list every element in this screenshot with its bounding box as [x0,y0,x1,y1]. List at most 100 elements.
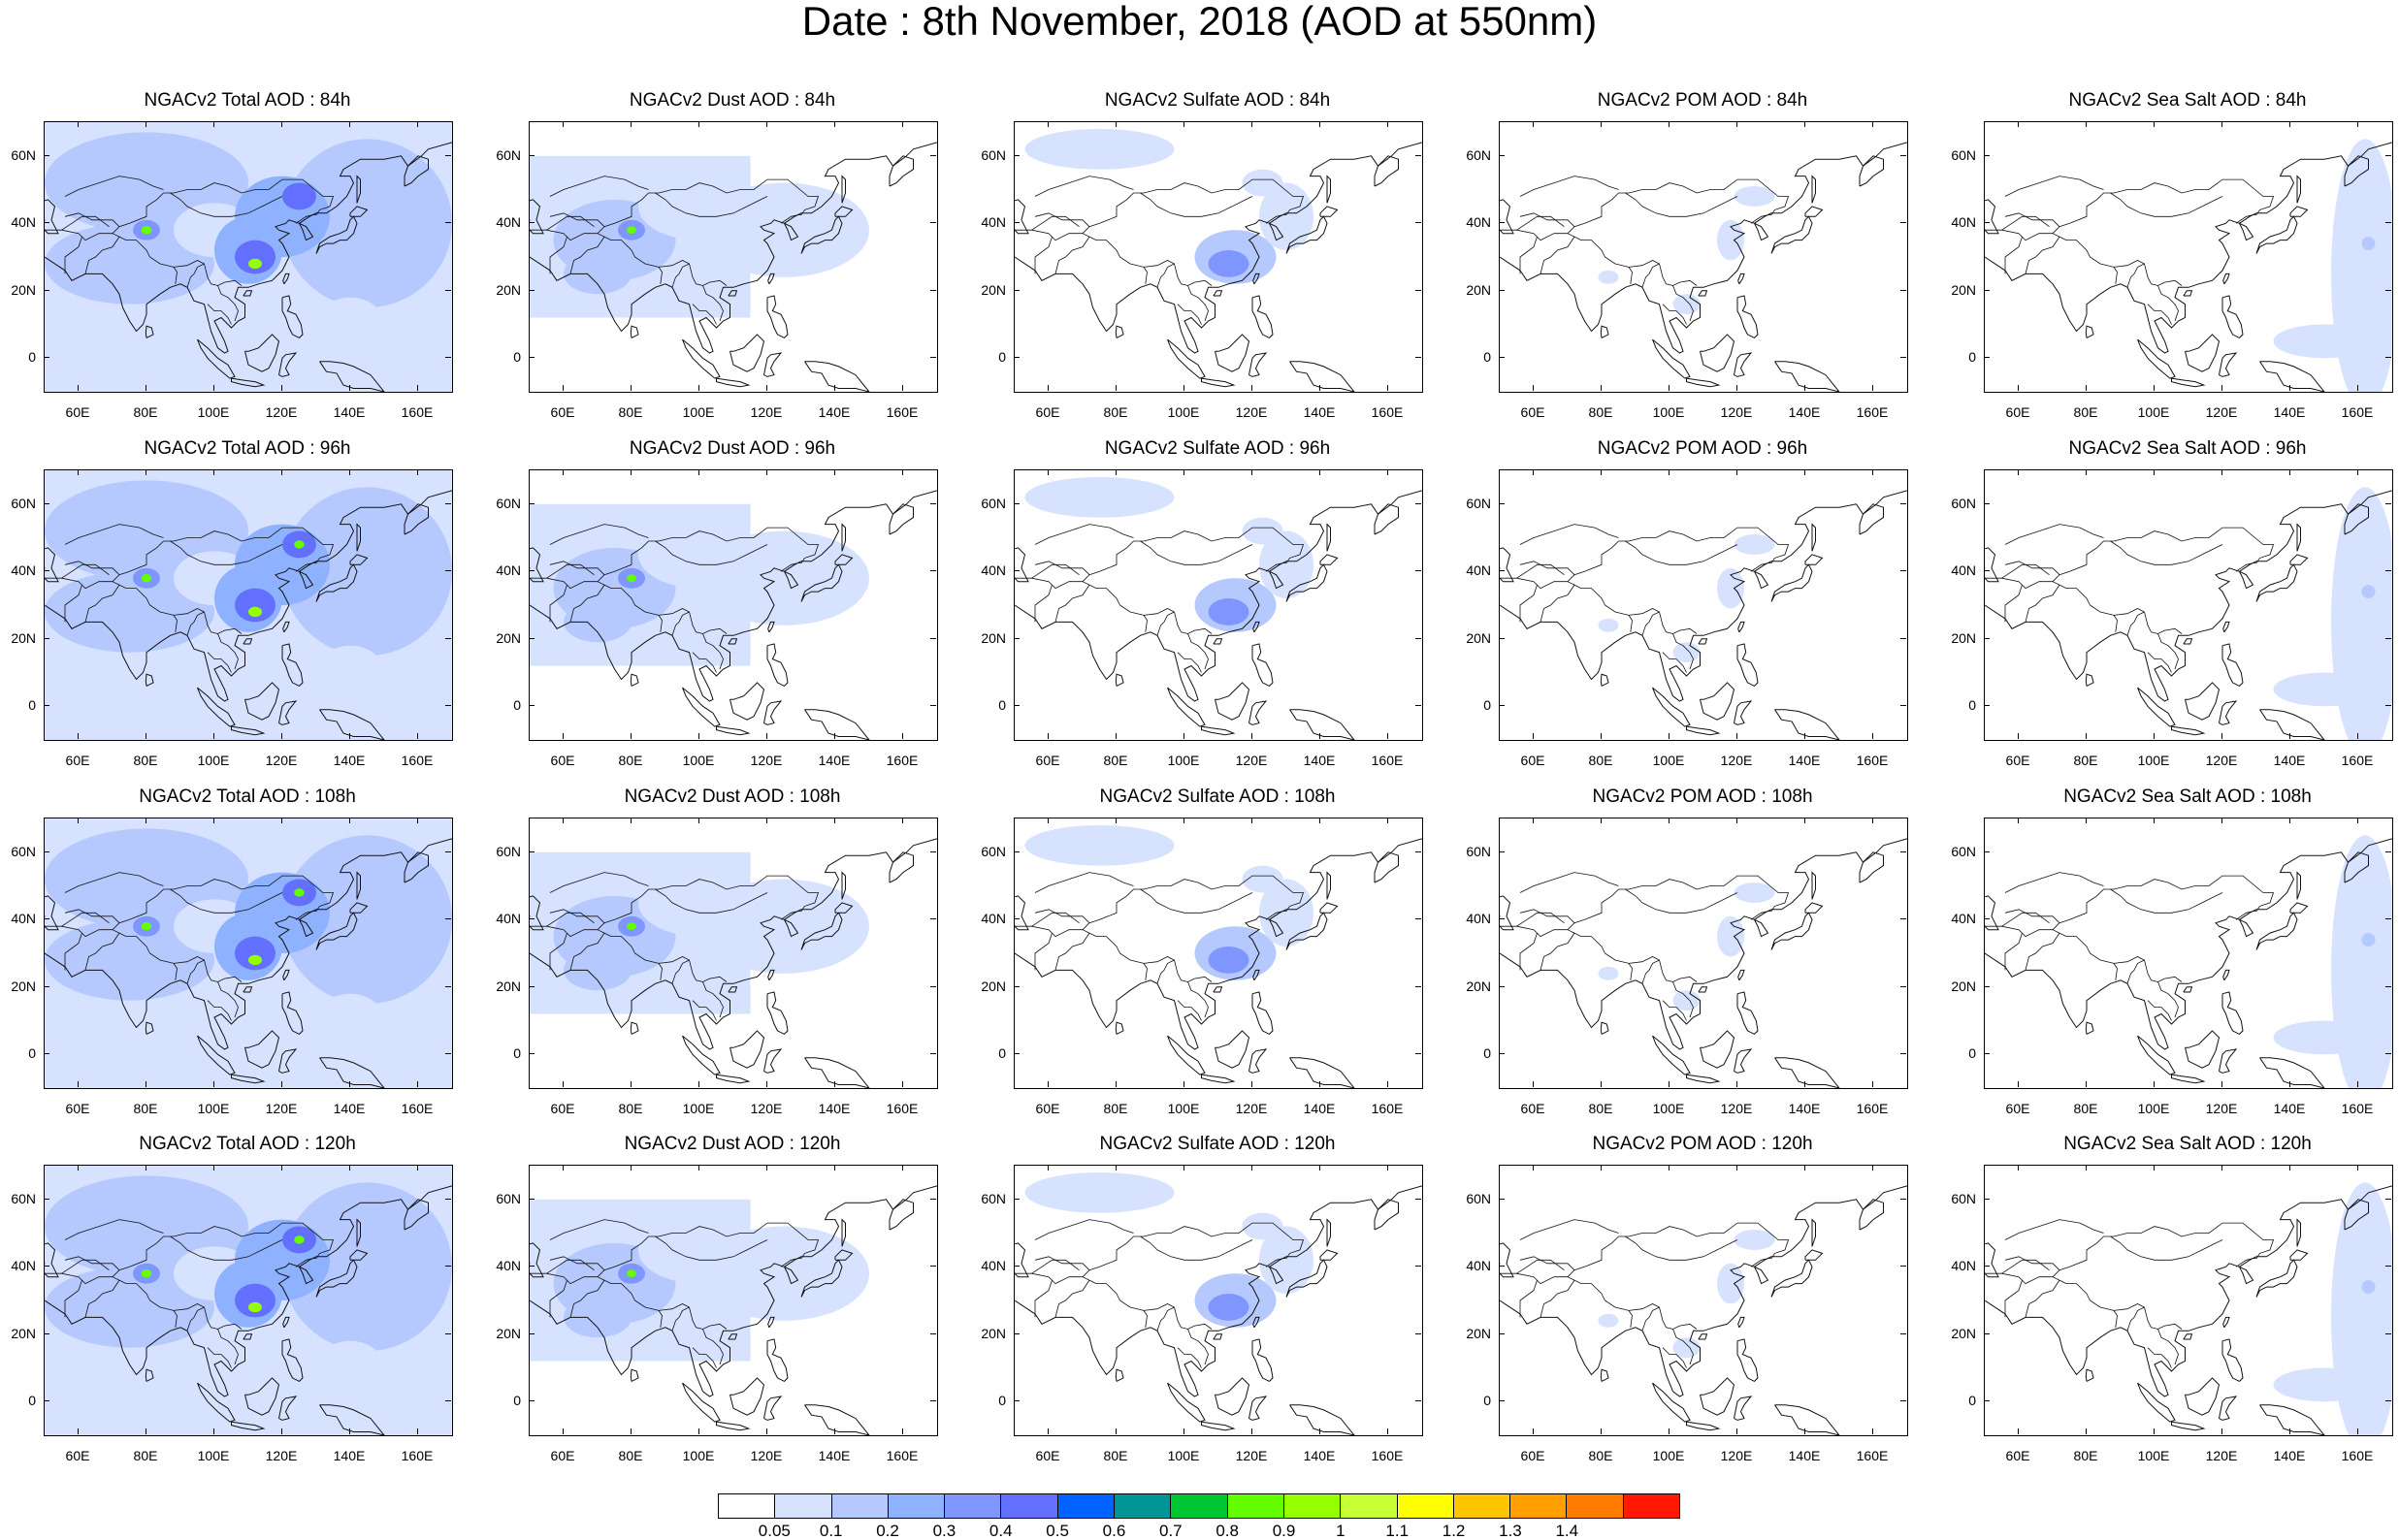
aod-field [564,1297,632,1338]
coastline [1326,523,1331,552]
lon-tick-label: 60E [1520,404,1545,420]
coastline [1698,986,1708,993]
lon-tick-mark [1319,1165,1320,1171]
lat-tick-label: 40N [496,911,521,927]
country-border [61,215,110,231]
country-border [1625,888,1738,914]
coastline [1251,1338,1274,1383]
coastline [2183,986,2193,993]
coastline [530,199,544,235]
country-border [295,1258,316,1267]
colorbar-label: 0.2 [876,1522,899,1540]
lat-tick-mark [1014,222,1020,224]
country-border [1516,912,1565,927]
coastline [1698,638,1708,645]
coastline [630,1021,639,1035]
country-border [2110,192,2223,217]
lat-tick-mark [44,1053,49,1055]
lat-tick-label: 0 [1968,697,1976,714]
coastline [1285,563,1328,602]
coastline [530,838,937,1050]
lon-tick-label: 80E [618,1448,643,1463]
coastline [244,334,280,372]
coastline [530,547,544,583]
lat-tick-label: 40N [1951,562,1976,579]
country-border [1662,1000,1687,1021]
lat-tick-mark [2385,705,2391,707]
aod-field [1242,1212,1283,1240]
lat-tick-label: 60N [11,843,36,859]
lon-tick-mark [1669,1165,1670,1171]
country-border [45,178,335,241]
coastline [2221,1338,2244,1383]
coastline [2183,638,2193,645]
coastline [45,142,452,354]
lat-tick-mark [44,570,49,572]
lat-tick-mark [1499,918,1505,920]
lat-tick-label: 20N [981,1325,1006,1341]
coastline [45,547,59,583]
lon-tick-mark [902,1165,903,1171]
coastline [1600,673,1609,687]
lon-tick-mark [1183,1428,1184,1434]
lon-tick-mark [2357,385,2358,391]
country-border [569,236,605,274]
country-border [84,584,120,623]
lat-tick-mark [44,1400,49,1402]
lat-tick-label: 20N [981,281,1006,298]
lon-tick-mark [349,1428,350,1434]
colorbar-box [831,1494,889,1518]
lon-tick-mark [281,121,282,127]
lat-tick-mark [1499,1332,1505,1334]
lon-tick-mark [766,1428,767,1434]
lon-tick-mark [1251,469,1252,475]
lon-tick-mark [1251,385,1252,391]
country-border [2235,214,2256,224]
coastline [1167,1382,1206,1423]
lon-tick-mark [1319,733,1320,739]
coastline [2289,1249,2309,1261]
lon-tick-mark [417,1428,418,1434]
coastline [2289,554,2309,565]
lon-tick-mark [2221,1428,2222,1434]
country-border [1625,192,1738,217]
coastline [804,1057,870,1088]
country-border [1177,1000,1202,1021]
coastline [1285,215,1328,254]
lon-tick-label: 80E [2073,1448,2098,1463]
country-border [1082,581,1213,634]
country-border [170,192,283,217]
lat-tick-mark [445,985,451,987]
colorbar-box [775,1494,832,1518]
lat-tick-label: 60N [11,495,36,511]
lon-tick-mark [563,1165,564,1171]
coastline [766,643,789,688]
coastline [244,1377,280,1416]
coastline [1213,986,1223,993]
lon-tick-label: 100E [2137,753,2170,768]
lon-tick-mark [213,1165,214,1171]
colorbar-box [1001,1494,1058,1518]
country-border [2025,1279,2060,1318]
country-border [2113,1310,2118,1328]
colorbar-label: 1.1 [1385,1522,1410,1540]
lon-tick-label: 140E [1788,1448,1821,1463]
lon-tick-mark [1601,818,1602,823]
lat-tick-mark [44,985,49,987]
lat-tick-label: 20N [1466,978,1491,994]
coastline [630,1368,639,1382]
coastline [1215,682,1250,721]
aod-field [564,601,632,643]
lat-tick-mark [445,222,451,224]
country-border [1265,911,1286,920]
lon-tick-label: 100E [1167,753,1200,768]
country-border [1662,1347,1687,1368]
colorbar-box [1341,1494,1398,1518]
country-border [1662,304,1687,325]
aod-field [282,182,316,210]
aod-field [1242,865,1283,893]
panel-title: NGACv2 Dust AOD : 84h [629,90,836,111]
country-border [2110,540,2223,565]
lon-tick-label: 140E [2273,1448,2306,1463]
coastline [281,991,304,1036]
